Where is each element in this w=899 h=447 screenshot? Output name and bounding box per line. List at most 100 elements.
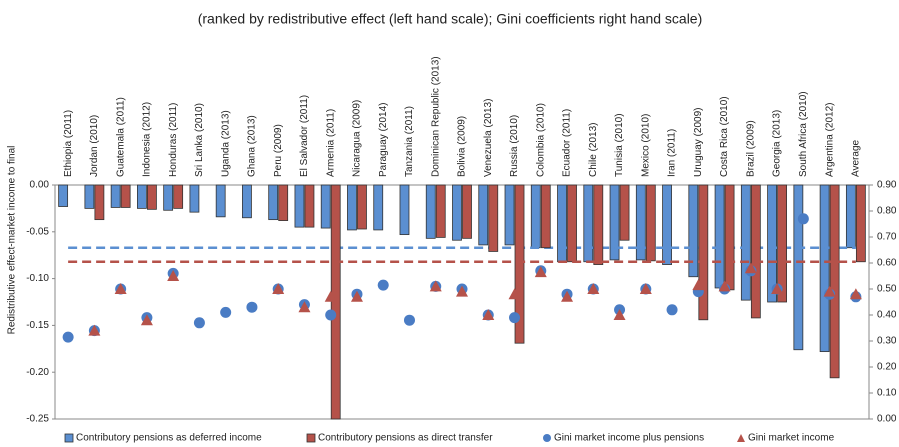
bar [793,184,804,351]
x-tick-label: Uganda (2013) [220,110,231,177]
triangle-marker [639,283,652,294]
x-tick-label: Chile (2013) [588,123,599,177]
triangle-marker [456,285,468,297]
x-tick-label: Tunisia (2010) [614,113,625,177]
bar [58,184,69,207]
circle-marker [403,314,415,326]
triangle-marker [88,324,101,336]
triangle-marker [298,301,311,313]
y2-tick-label: 0.70 [877,232,897,243]
bar [94,184,105,221]
circle-marker [62,331,74,343]
legend-swatch [543,434,551,442]
bar [777,184,787,303]
bar [662,184,672,265]
circle-marker [509,312,521,324]
bar [819,184,830,353]
x-tick-label: Honduras (2011) [168,103,179,177]
y2-tick-label: 0.40 [877,310,897,321]
circle-marker [377,279,389,291]
x-tick-label: Brazil (2009) [745,120,756,177]
bar [304,184,315,228]
triangle-marker [167,270,180,281]
x-tick-label: El Salvador (2011) [299,95,310,177]
triangle-marker [613,309,626,320]
triangle-marker [272,283,285,294]
bar [855,184,866,263]
bar [320,184,331,229]
triangle-marker [823,285,836,297]
legend-swatch [64,433,74,443]
y2-tick-label: 0.20 [877,362,897,373]
circle-marker [246,301,258,313]
bar [567,184,577,263]
bar [530,184,541,249]
x-tick-label: Sri Lanka (2010) [194,103,205,177]
circle-marker [666,304,678,316]
x-tick-label: Uruguay (2009) [693,108,704,177]
x-tick-label: Jordan (2010) [89,115,100,177]
bar [478,184,489,246]
x-tick-label: Dominican Republic (2013) [430,56,441,177]
triangle-marker [744,262,757,274]
y2-tick-label: 0.80 [877,206,897,217]
y2-tick-label: 0.50 [877,284,897,295]
x-tick-label: Iran (2011) [667,129,678,177]
bar [698,184,709,321]
x-tick-label: Russia (2010) [509,115,520,177]
legend-swatch [737,434,745,442]
circle-marker [193,317,205,329]
bar [462,184,472,239]
bar [452,184,462,241]
x-tick-label: Ghana (2013) [247,115,258,177]
bar [120,184,131,208]
bar [488,184,499,252]
y-tick-label: -0.15 [26,320,49,331]
triangle-marker [508,288,521,300]
triangle-marker [692,279,705,291]
y-tick-label: -0.25 [26,414,49,425]
x-tick-label: Armenia (2011) [325,109,336,177]
x-tick-label: Georgia (2013) [772,110,783,177]
bar [645,184,656,262]
x-tick-label: Indonesia (2012) [142,102,153,177]
legend-label: Gini market income [748,433,835,444]
bar [619,184,630,241]
bar [829,184,840,379]
chart-title: (ranked by redistributive effect (left h… [198,11,703,27]
y-tick-label: -0.10 [26,273,49,284]
x-tick-label: Costa Rica (2010) [719,96,730,177]
y-tick-label: -0.05 [26,226,49,237]
triangle-marker [587,283,600,294]
bar [740,184,751,301]
x-tick-label: South Africa (2010) [798,91,809,177]
bar [425,184,436,239]
x-tick-label: Venezuela (2013) [483,99,494,177]
y-tick-label: -0.20 [26,367,49,378]
triangle-marker [140,314,153,326]
x-tick-label: Bolivia (2009) [457,116,468,177]
bar [173,184,184,209]
triangle-marker [482,309,495,320]
bar [294,184,305,228]
bar [504,184,515,246]
bar [714,184,725,289]
bar [278,184,289,221]
bar [163,184,174,211]
bar [373,184,384,231]
bar [110,184,121,208]
bar [242,184,252,219]
x-tick-label: Colombia (2010) [535,103,546,177]
x-tick-label: Average [851,139,862,177]
x-tick-label: Guatemala (2011) [115,97,126,177]
legend-label: Contributory pensions as direct transfer [318,433,493,444]
bar [609,184,620,261]
triangle-marker [350,290,363,302]
legend-label: Contributory pensions as deferred income [76,433,262,444]
y-tick-label: 0.00 [30,180,50,191]
triangle-marker [771,283,784,294]
bar [688,184,699,278]
bar [215,184,226,218]
triangle-marker [324,290,337,302]
